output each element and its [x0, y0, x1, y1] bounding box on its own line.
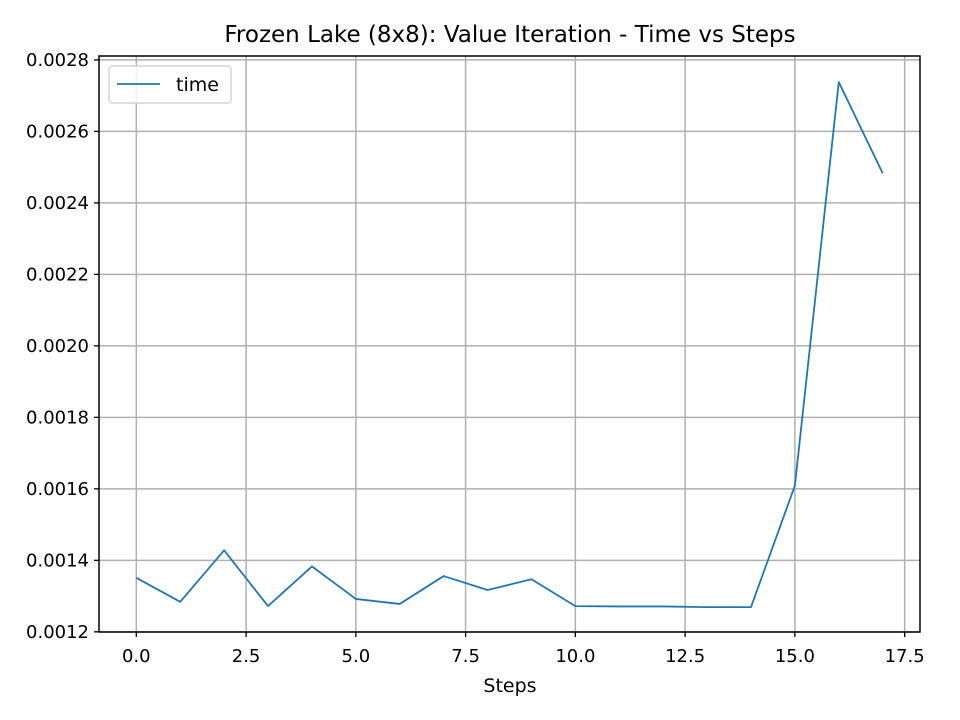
chart-title: Frozen Lake (8x8): Value Iteration - Tim… [224, 22, 795, 48]
x-tick-label: 17.5 [885, 646, 925, 667]
y-tick-label: 0.0012 [26, 622, 89, 643]
x-tick-label: 0.0 [122, 646, 151, 667]
x-tick-label: 2.5 [232, 646, 261, 667]
y-tick-label: 0.0014 [26, 550, 89, 571]
x-tick-label: 15.0 [775, 646, 815, 667]
x-tick-label: 10.0 [555, 646, 595, 667]
x-tick-label: 12.5 [665, 646, 705, 667]
legend-label: time [176, 74, 219, 96]
x-tick-label: 5.0 [342, 646, 371, 667]
y-tick-label: 0.0024 [26, 193, 89, 214]
x-axis: 0.0 2.5 5.0 7.5 10.0 12.5 15.0 17.5 [122, 632, 925, 667]
y-tick-label: 0.0020 [26, 336, 89, 357]
y-tick-label: 0.0018 [26, 407, 89, 428]
legend-box [108, 65, 232, 104]
series-layer [135, 81, 884, 609]
plot-frame [98, 55, 921, 633]
grid [99, 56, 920, 633]
y-tick-label: 0.0028 [26, 50, 89, 71]
x-axis-label: Steps [483, 675, 536, 697]
y-tick-label: 0.0022 [26, 264, 89, 285]
y-tick-label: 0.0016 [26, 479, 89, 500]
y-axis: 0.0012 0.0014 0.0016 0.0018 0.0020 0.0022 0.00… [26, 50, 99, 643]
legend: time [108, 65, 232, 104]
series-line-time [135, 81, 884, 609]
y-tick-label: 0.0026 [26, 121, 89, 142]
x-tick-label: 7.5 [451, 646, 480, 667]
